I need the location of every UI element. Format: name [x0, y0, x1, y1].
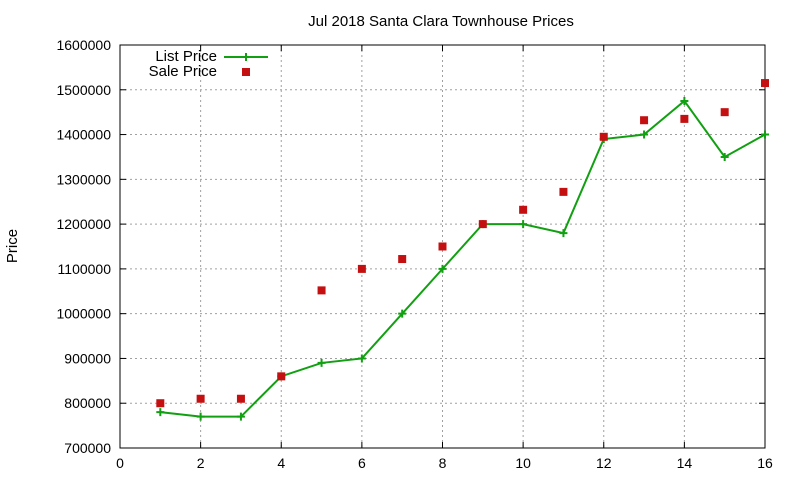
list-price-point	[156, 408, 165, 417]
x-tick-label: 10	[515, 455, 531, 471]
list-price-point	[559, 229, 568, 238]
list-price-point	[398, 309, 407, 318]
list-price-point	[236, 412, 245, 421]
sale-price-point	[277, 372, 286, 381]
y-tick-label: 1200000	[56, 216, 111, 232]
list-price-point	[640, 130, 649, 139]
x-tick-label: 12	[596, 455, 612, 471]
series	[156, 79, 769, 421]
y-tick-label: 900000	[64, 350, 111, 366]
axes: 0 2 4 6 8 10 12 14 16 700000 800000 900000 1000000 11…	[56, 37, 773, 471]
sale-price-point	[357, 264, 366, 273]
sale-price-point	[196, 394, 205, 403]
y-tick-label: 1300000	[56, 171, 111, 187]
sale-price-point	[398, 255, 407, 264]
sale-price-point	[559, 187, 568, 196]
y-tick-label: 700000	[64, 440, 111, 456]
sale-price-point	[680, 114, 689, 123]
legend-label-list-price: List Price	[155, 48, 217, 65]
legend-label-sale-price: Sale Price	[149, 63, 217, 80]
list-price-point	[357, 354, 366, 363]
list-price-point	[438, 264, 447, 273]
x-tick-label: 0	[116, 455, 124, 471]
sale-price-point	[236, 394, 245, 403]
list-price-point	[196, 412, 205, 421]
x-tick-label: 4	[277, 455, 285, 471]
legend-marker-sale-price	[242, 68, 250, 76]
legend-marker-list-price	[242, 53, 250, 61]
x-tick-label: 2	[197, 455, 205, 471]
list-price-point	[317, 358, 326, 367]
chart-title: Jul 2018 Santa Clara Townhouse Prices	[308, 13, 574, 30]
y-tick-label: 1500000	[56, 82, 111, 98]
list-price-point	[720, 152, 729, 161]
series-line-list-price	[160, 99, 766, 418]
y-axis-label: Price	[4, 229, 21, 263]
sale-price-point	[720, 108, 729, 117]
y-tick-label: 1600000	[56, 37, 111, 53]
y-tick-label: 1100000	[58, 261, 112, 277]
list-price-point	[761, 130, 769, 139]
sale-price-point	[640, 116, 649, 125]
sale-price-point	[519, 205, 528, 214]
sale-price-point	[599, 132, 608, 141]
list-price-point	[519, 220, 528, 229]
x-tick-label: 8	[439, 455, 447, 471]
sale-price-point	[317, 286, 326, 295]
sale-price-point	[156, 399, 165, 408]
sale-price-point	[761, 79, 769, 88]
x-tick-label: 16	[757, 455, 773, 471]
list-price-point	[680, 96, 689, 105]
sale-price-point	[478, 220, 487, 229]
y-tick-label: 1000000	[56, 306, 111, 322]
y-tick-label: 800000	[64, 395, 111, 411]
sale-price-point	[438, 242, 447, 251]
plot-border	[119, 44, 766, 449]
x-tick-label: 6	[358, 455, 366, 471]
y-tick-label: 1400000	[56, 127, 111, 143]
x-tick-label: 14	[677, 455, 693, 471]
